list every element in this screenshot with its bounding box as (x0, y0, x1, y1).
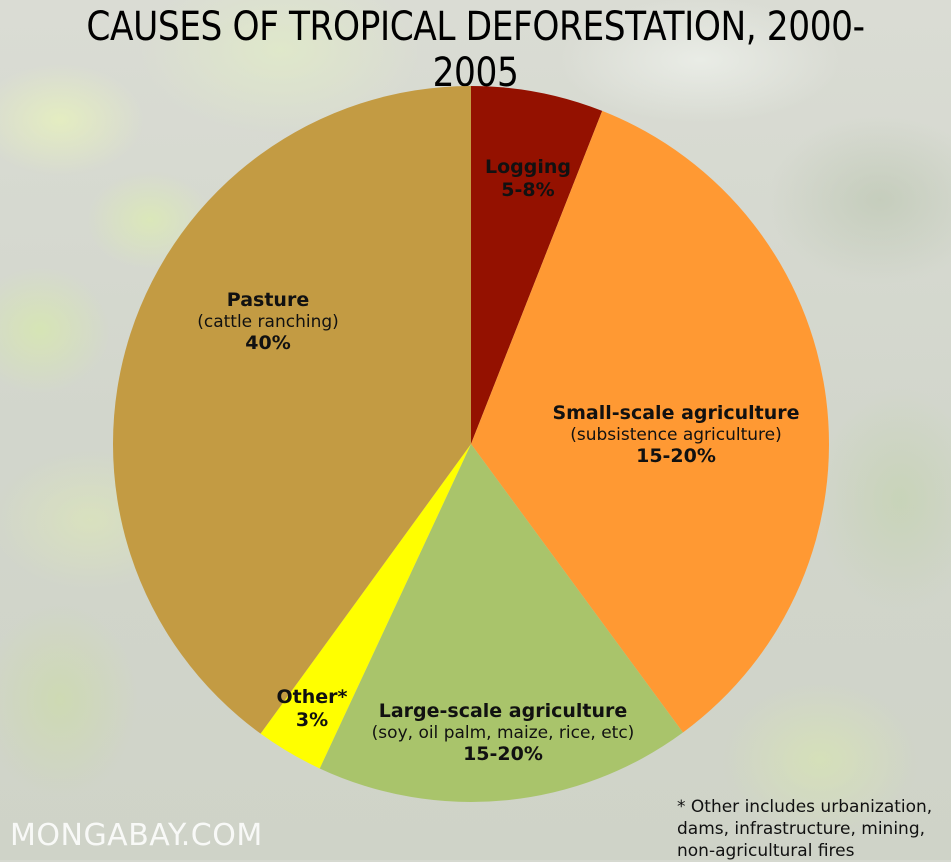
pie-slices (112, 85, 829, 803)
footnote-line: dams, infrastructure, mining, (677, 819, 926, 839)
slice-subtitle: (cattle ranching) (197, 311, 339, 332)
slice-name: Small-scale agriculture (552, 402, 800, 424)
mongabay-watermark: MONGABAY.COM (10, 818, 263, 853)
slice-label: Pasture (cattle ranching) 40% (197, 289, 339, 355)
slice-subtitle: (soy, oil palm, maize, rice, etc) (371, 722, 635, 743)
pie-slice-logging (471, 85, 603, 444)
slice-label: Logging 5-8% (485, 156, 571, 202)
pie-slice-large-scale-agriculture (319, 444, 683, 803)
slice-value: 40% (245, 332, 291, 355)
footnote: * Other includes urbanization, dams, inf… (677, 796, 932, 862)
chart-title: CAUSES OF TROPICAL DEFORESTATION, 2000-2… (86, 4, 865, 96)
slice-label: Large-scale agriculture (soy, oil palm, m… (372, 700, 635, 766)
pie-slice-small-scale-agriculture (471, 110, 829, 733)
slice-name: Large-scale agriculture (378, 700, 628, 722)
slice-value: 3% (295, 708, 329, 731)
slice-name: Other* (276, 686, 348, 708)
footnote-line: non-agricultural fires (677, 841, 855, 861)
pie-slice-pasture (112, 85, 471, 734)
slice-label: Other* 3% (277, 686, 348, 732)
slice-subtitle: (subsistence agriculture) (570, 424, 782, 445)
slice-label: Small-scale agriculture (subsistence agri… (552, 402, 799, 468)
footnote-line: * Other includes urbanization, (677, 797, 933, 817)
pie-slice-other (260, 444, 471, 769)
slice-name: Pasture (226, 289, 310, 311)
slice-name: Logging (484, 156, 572, 178)
slice-value: 5-8% (501, 178, 555, 201)
slice-value: 15-20% (463, 743, 543, 766)
slice-value: 15-20% (636, 445, 716, 468)
